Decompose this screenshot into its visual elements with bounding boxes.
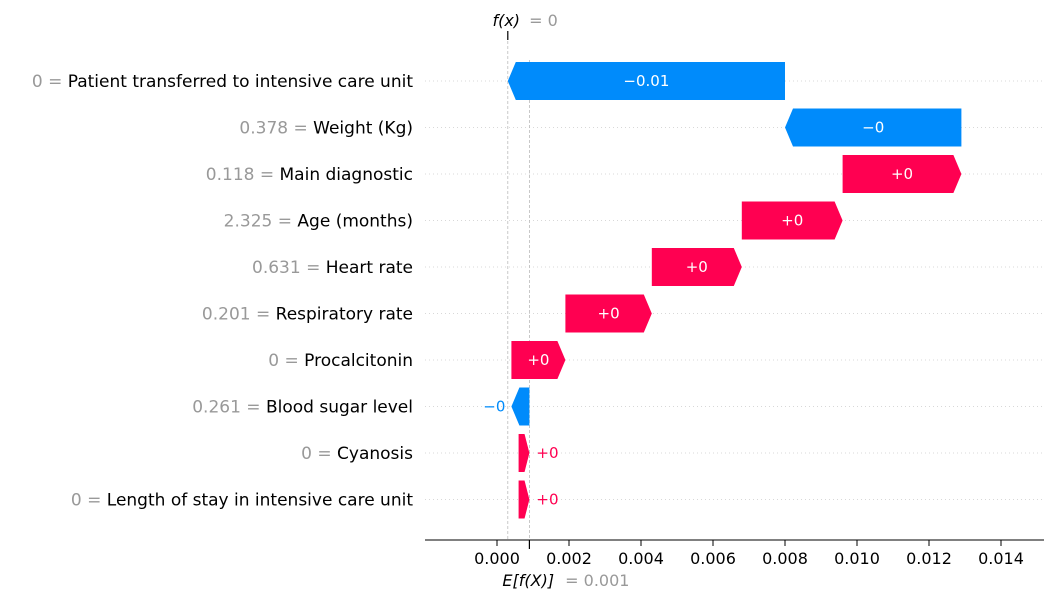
feature-value: 0 = xyxy=(32,72,68,92)
feature-value: 0.378 = xyxy=(239,119,313,139)
feature-value: 0.261 = xyxy=(192,398,266,418)
feature-label-1: 0 = Patient transferred to intensive car… xyxy=(32,72,413,92)
x-tick-label: 0.002 xyxy=(546,549,592,568)
x-tick-label: 0.004 xyxy=(618,549,664,568)
feature-label-6: 0.201 = Respiratory rate xyxy=(202,305,413,325)
bar-label-8: −0 xyxy=(483,398,505,416)
fx-name: f(x) xyxy=(492,11,520,30)
feature-value: 0 = xyxy=(71,491,107,511)
feature-label-7: 0 = Procalcitonin xyxy=(268,351,413,371)
feature-value: 2.325 = xyxy=(224,212,298,232)
fx-label: f(x) = 0 xyxy=(492,11,557,30)
bar-4 xyxy=(741,201,843,240)
feature-name: Procalcitonin xyxy=(304,351,413,371)
bar-label-10: +0 xyxy=(536,491,558,509)
bar-label-1: −0.01 xyxy=(623,72,669,90)
feature-value: 0.118 = xyxy=(206,165,280,185)
feature-name: Weight (Kg) xyxy=(313,119,413,139)
x-tick-label: 0.014 xyxy=(978,549,1024,568)
bar-2 xyxy=(785,108,962,147)
bar-7 xyxy=(511,341,566,379)
reference-lines xyxy=(507,31,531,549)
feature-label-4: 2.325 = Age (months) xyxy=(224,212,413,232)
x-tick-label: 0.008 xyxy=(762,549,808,568)
feature-name: Heart rate xyxy=(326,258,413,278)
feature-value: 0 = xyxy=(301,444,337,464)
bar-8 xyxy=(511,387,530,426)
bar-label-2: −0 xyxy=(862,119,884,137)
feature-name: Respiratory rate xyxy=(276,305,413,325)
feature-label-8: 0.261 = Blood sugar level xyxy=(192,398,413,418)
bar-label-7: +0 xyxy=(527,351,549,369)
x-tick-label: 0.012 xyxy=(906,549,952,568)
feature-name: Blood sugar level xyxy=(266,398,413,418)
fx-value: = 0 xyxy=(529,11,558,30)
x-tick-label: 0.000 xyxy=(474,549,520,568)
expected-value: = 0.001 xyxy=(565,571,629,590)
expected-value-label: E[f(X)] = 0.001 xyxy=(502,571,629,590)
bar-3 xyxy=(842,155,962,193)
bar-label-4: +0 xyxy=(781,212,803,230)
bar-1 xyxy=(507,62,785,100)
bar-label-6: +0 xyxy=(598,305,620,323)
x-tick-label: 0.010 xyxy=(834,549,880,568)
feature-value: 0.631 = xyxy=(252,258,326,278)
feature-name: Length of stay in intensive care unit xyxy=(107,491,414,511)
bar-9 xyxy=(518,434,530,472)
expected-name: E[f(X)] xyxy=(502,571,554,590)
feature-label-2: 0.378 = Weight (Kg) xyxy=(239,119,413,139)
bar-label-3: +0 xyxy=(891,165,913,183)
feature-name: Patient transferred to intensive care un… xyxy=(68,72,414,92)
bar-5 xyxy=(651,248,742,286)
x-tick-label: 0.006 xyxy=(690,549,736,568)
feature-name: Main diagnostic xyxy=(280,165,413,185)
feature-labels: 0 = Patient transferred to intensive car… xyxy=(32,72,413,511)
bar-6 xyxy=(565,294,652,333)
feature-label-3: 0.118 = Main diagnostic xyxy=(206,165,413,185)
feature-label-5: 0.631 = Heart rate xyxy=(252,258,413,278)
feature-value: 0.201 = xyxy=(202,305,276,325)
bar-label-5: +0 xyxy=(686,258,708,276)
feature-name: Cyanosis xyxy=(337,444,413,464)
bar-label-9: +0 xyxy=(536,444,558,462)
bars: −0.01 −0 +0 +0 +0 +0 +0 −0 +0 +0 xyxy=(483,62,962,519)
feature-label-9: 0 = Cyanosis xyxy=(301,444,413,464)
feature-label-10: 0 = Length of stay in intensive care uni… xyxy=(71,491,413,511)
feature-name: Age (months) xyxy=(297,212,413,232)
x-axis: 0.000 0.002 0.004 0.006 0.008 0.010 0.012 0.014 xyxy=(425,539,1044,568)
bar-10 xyxy=(518,480,530,519)
feature-value: 0 = xyxy=(268,351,304,371)
